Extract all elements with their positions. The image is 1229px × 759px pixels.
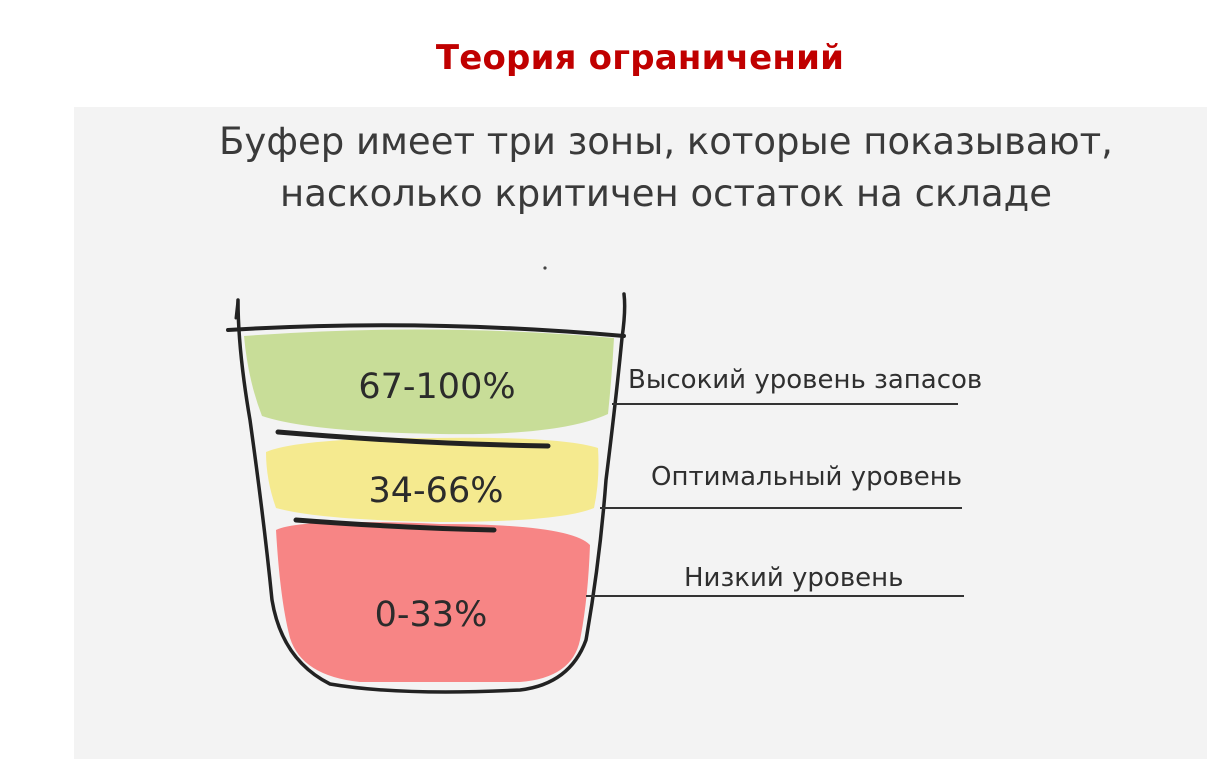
divider-optimal-low xyxy=(293,517,497,533)
zone-optimal-percent: 34-66% xyxy=(369,471,504,511)
zone-optimal-fill xyxy=(266,437,599,522)
divider-top-rim xyxy=(226,323,626,338)
zone-optimal-label: Оптимальный уровень xyxy=(651,462,962,492)
diagram-panel xyxy=(74,107,1207,759)
zone-low-label: Низкий уровень xyxy=(684,563,903,593)
zone-low-percent: 0-33% xyxy=(375,595,488,635)
zone-high-fill xyxy=(244,329,614,435)
zone-high-label: Высокий уровень запасов xyxy=(628,365,982,395)
stray-dot xyxy=(543,266,547,270)
headline: Буфер имеет три зоны, которые показывают… xyxy=(0,116,1229,220)
page-title: Теория ограничений xyxy=(435,38,845,78)
headline-line-1: Буфер имеет три зоны, которые показывают… xyxy=(219,120,1113,163)
divider-high-optimal xyxy=(275,429,551,449)
headline-line-2: насколько критичен остаток на складе xyxy=(280,172,1052,215)
zone-low-fill xyxy=(276,522,590,682)
zone-high-percent: 67-100% xyxy=(358,367,515,407)
bucket-rim-left-tick xyxy=(234,298,240,320)
bucket-outline xyxy=(236,292,627,694)
